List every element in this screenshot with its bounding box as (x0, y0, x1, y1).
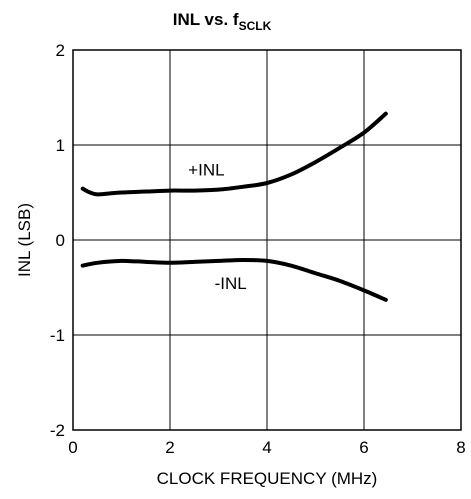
chart-title-main: INL vs. f (173, 10, 239, 29)
series-line-minusinl (80, 257, 388, 302)
y-tick-label: 0 (56, 231, 65, 250)
x-axis-label: CLOCK FREQUENCY (MHz) (157, 469, 378, 488)
y-tick-label: 1 (56, 136, 65, 155)
x-tick-label: 2 (165, 438, 174, 457)
series-label-plusinl: +INL (188, 161, 224, 180)
series-line-plusinl (80, 111, 388, 197)
chart-title-subscript: SCLK (239, 19, 272, 33)
x-tick-label: 8 (456, 438, 465, 457)
grid-lines (73, 50, 461, 430)
series-label-minusinl: -INL (215, 274, 247, 293)
series-layer: +INL -INL (80, 111, 388, 302)
x-tick-label: 0 (68, 438, 77, 457)
y-tick-label: -2 (50, 421, 65, 440)
y-tick-label: 2 (56, 41, 65, 60)
x-tick-label: 4 (262, 438, 271, 457)
tick-labels: 0 2 4 6 8 -2 -1 0 1 2 (50, 41, 466, 457)
y-axis-label: INL (LSB) (15, 203, 34, 277)
x-tick-label: 6 (359, 438, 368, 457)
plot-frame (72, 49, 462, 431)
y-tick-label: -1 (50, 326, 65, 345)
chart-title: INL vs. fSCLK (173, 10, 272, 33)
